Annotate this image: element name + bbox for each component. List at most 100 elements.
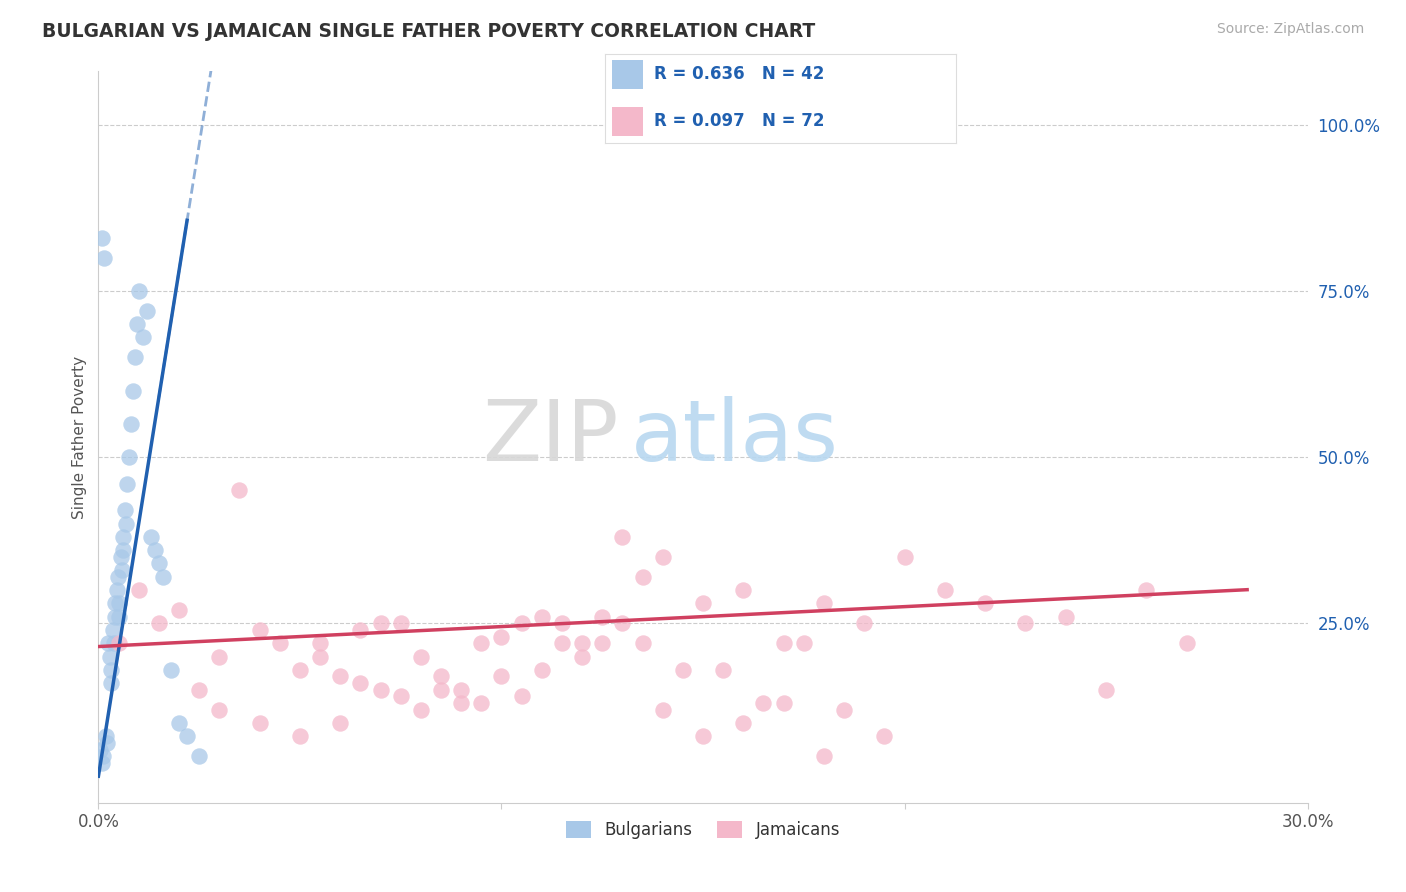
Point bbox=[631, 636, 654, 650]
Point bbox=[103, 596, 125, 610]
Point bbox=[692, 596, 714, 610]
Point bbox=[124, 351, 146, 365]
Point bbox=[309, 649, 332, 664]
Point bbox=[97, 636, 120, 650]
Point bbox=[108, 609, 131, 624]
Point bbox=[631, 570, 654, 584]
Point bbox=[409, 703, 432, 717]
Point bbox=[104, 609, 127, 624]
Point bbox=[91, 230, 114, 244]
Point bbox=[98, 649, 121, 664]
Point bbox=[450, 696, 472, 710]
Text: BULGARIAN VS JAMAICAN SINGLE FATHER POVERTY CORRELATION CHART: BULGARIAN VS JAMAICAN SINGLE FATHER POVE… bbox=[42, 22, 815, 41]
Point bbox=[934, 582, 956, 597]
Point bbox=[389, 616, 412, 631]
Point bbox=[349, 676, 371, 690]
Point bbox=[329, 716, 352, 731]
Point bbox=[101, 623, 124, 637]
Point bbox=[100, 676, 122, 690]
Point bbox=[853, 616, 876, 631]
Point bbox=[1095, 682, 1118, 697]
Point bbox=[93, 251, 115, 265]
Point bbox=[121, 384, 143, 398]
Point bbox=[491, 630, 513, 644]
Point bbox=[110, 549, 132, 564]
Point bbox=[115, 476, 138, 491]
Point bbox=[1175, 636, 1198, 650]
Point bbox=[450, 682, 472, 697]
Y-axis label: Single Father Poverty: Single Father Poverty bbox=[72, 356, 87, 518]
Text: atlas: atlas bbox=[630, 395, 838, 479]
Point bbox=[510, 690, 533, 704]
Point bbox=[269, 636, 291, 650]
Point bbox=[208, 649, 231, 664]
Point bbox=[288, 729, 311, 743]
Point bbox=[132, 330, 155, 344]
Point bbox=[111, 563, 134, 577]
Point bbox=[813, 596, 835, 610]
Point bbox=[249, 623, 271, 637]
Point bbox=[91, 749, 114, 764]
Point bbox=[309, 636, 332, 650]
Point bbox=[551, 616, 574, 631]
Point bbox=[491, 669, 513, 683]
Point bbox=[974, 596, 997, 610]
Text: Source: ZipAtlas.com: Source: ZipAtlas.com bbox=[1216, 22, 1364, 37]
Point bbox=[813, 749, 835, 764]
Point bbox=[94, 729, 117, 743]
Point bbox=[832, 703, 855, 717]
Text: R = 0.636   N = 42: R = 0.636 N = 42 bbox=[654, 65, 824, 84]
Bar bbox=[612, 107, 644, 136]
Point bbox=[409, 649, 432, 664]
Point bbox=[591, 609, 613, 624]
Point bbox=[329, 669, 352, 683]
Point bbox=[90, 756, 112, 770]
Point bbox=[111, 530, 134, 544]
Point bbox=[1014, 616, 1036, 631]
Point bbox=[167, 716, 190, 731]
Text: R = 0.097   N = 72: R = 0.097 N = 72 bbox=[654, 112, 824, 130]
Point bbox=[430, 669, 453, 683]
Point bbox=[188, 749, 211, 764]
Point bbox=[612, 530, 634, 544]
Point bbox=[135, 303, 157, 318]
Point bbox=[893, 549, 915, 564]
Point bbox=[112, 543, 135, 558]
Point bbox=[107, 596, 129, 610]
Point bbox=[96, 736, 118, 750]
Point bbox=[510, 616, 533, 631]
Point bbox=[389, 690, 412, 704]
Point bbox=[1054, 609, 1077, 624]
Point bbox=[105, 582, 128, 597]
Point bbox=[107, 570, 129, 584]
Point bbox=[160, 663, 183, 677]
Point bbox=[103, 636, 125, 650]
Point bbox=[612, 616, 634, 631]
Point bbox=[188, 682, 211, 697]
Point bbox=[733, 582, 755, 597]
Point bbox=[530, 663, 553, 677]
Point bbox=[772, 636, 794, 650]
Point bbox=[148, 557, 170, 571]
Point bbox=[118, 450, 141, 464]
Point bbox=[89, 742, 111, 756]
Point bbox=[733, 716, 755, 731]
Point bbox=[249, 716, 271, 731]
Point bbox=[152, 570, 174, 584]
Point bbox=[873, 729, 896, 743]
Point bbox=[530, 609, 553, 624]
Point bbox=[139, 530, 162, 544]
Point bbox=[430, 682, 453, 697]
Point bbox=[148, 616, 170, 631]
Point bbox=[470, 636, 492, 650]
Point bbox=[176, 729, 198, 743]
Point bbox=[1135, 582, 1157, 597]
Point bbox=[288, 663, 311, 677]
Point bbox=[370, 682, 392, 697]
Bar bbox=[612, 61, 644, 89]
Point bbox=[114, 516, 136, 531]
Point bbox=[470, 696, 492, 710]
Point bbox=[143, 543, 166, 558]
Point bbox=[772, 696, 794, 710]
Point bbox=[349, 623, 371, 637]
